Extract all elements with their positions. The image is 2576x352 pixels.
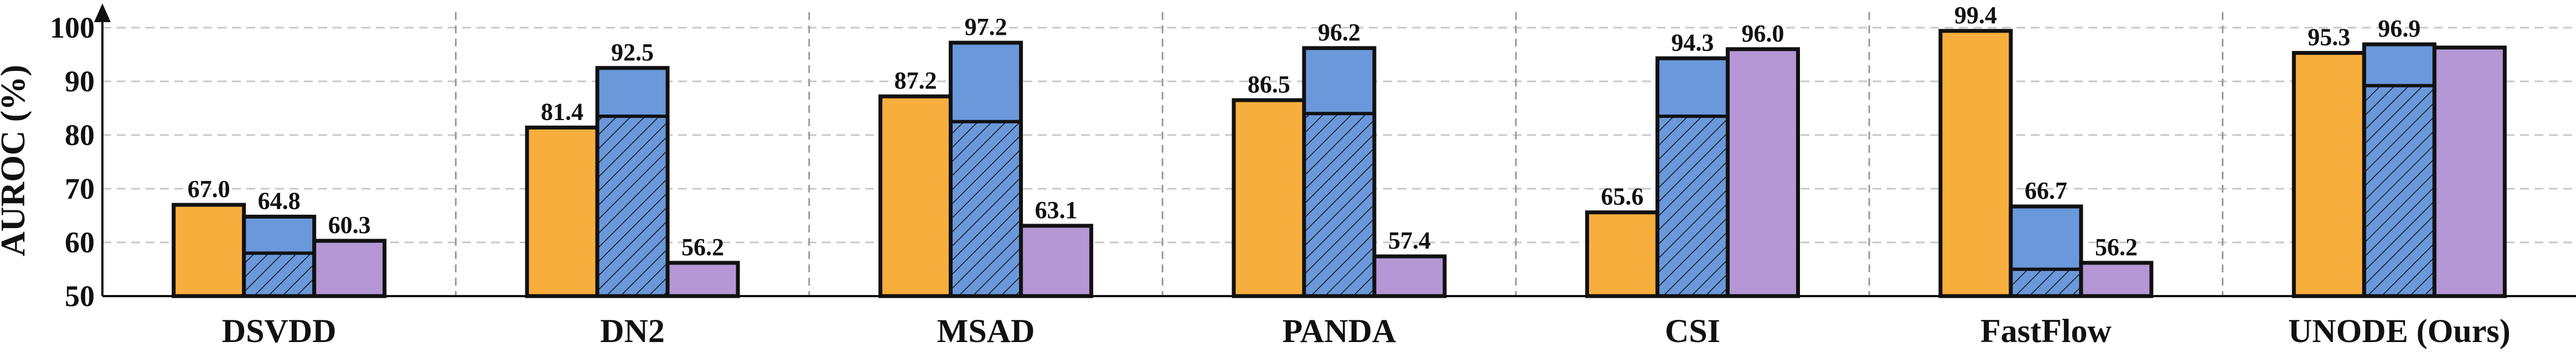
bar-value-label: 96.0 [1741,20,1784,47]
bar-value-label: 60.3 [328,211,371,239]
bar [2291,51,2366,298]
bar-value-label: 96.9 [2378,15,2420,42]
category-label: DSVDD [222,313,337,349]
bar [1725,47,1800,298]
bar-value-label: 63.1 [1035,196,1078,224]
bar [665,261,740,298]
bar [1938,29,2013,298]
bar [312,239,387,298]
y-tick-labels: 50 60 70 80 90 100 [50,11,95,313]
bar-hatched-segment [596,115,670,298]
category-label: DN2 [600,313,665,349]
bar [878,94,953,298]
bar-hatched-segment [1656,115,1730,298]
bar-value-label: 99.4 [1954,2,1997,29]
category-label: CSI [1665,313,1720,349]
category-label: UNODE (Ours) [2288,313,2511,349]
bar-value-label: 66.7 [2025,177,2067,204]
bar-value-label: 87.2 [894,67,937,94]
y-tick-label: 70 [65,172,95,205]
bar-value-label: 56.2 [681,234,724,261]
y-tick-label: 90 [65,65,95,98]
bar [172,203,246,298]
bar-value-label: 65.6 [1601,183,1643,210]
bar-value-label: 96.2 [1318,19,1361,46]
category-label: FastFlow [1980,313,2112,349]
bar [1232,98,1306,298]
category-labels: DSVDD DN2 MSAD PANDA CSI FastFlow UNODE (Ours) [222,313,2511,349]
bar [1585,210,1659,298]
y-tick-label: 50 [65,279,95,313]
y-tick-label: 80 [65,118,95,152]
bar-hatched-segment [1302,112,1376,298]
category-label: PANDA [1282,313,1396,349]
bar [2079,261,2154,298]
bar-value-label: 95.3 [2308,24,2350,51]
category-label: MSAD [937,313,1035,349]
y-axis-title: AUROC (%) [0,65,32,256]
y-tick-label: 100 [50,11,95,44]
bar-value-label: 56.2 [2095,234,2138,261]
bar-value-label: 81.4 [541,98,583,125]
group-separators [454,12,2224,296]
axes [94,3,2576,297]
bar-value-label: 94.3 [1671,29,1714,56]
bar-hatched-segment [2362,84,2437,298]
bar [1372,254,1447,298]
bar-value-label: 97.2 [965,13,1007,40]
bar-hatched-segment [949,120,1023,298]
bar [1019,224,1094,298]
bar [525,125,599,298]
bar-value-label: 67.0 [188,175,230,203]
y-tick-label: 60 [65,226,95,259]
bar-value-label: 57.4 [1388,227,1431,254]
value-labels: 67.0 64.8 60.3 81.4 92.5 56.2 87.2 97.2 63.1 86.5… [188,2,2421,261]
bar-value-label: 92.5 [611,39,654,66]
bars [172,29,2507,298]
bar [2432,45,2507,298]
bar-hatched-segment [2009,267,2083,298]
bar-value-label: 86.5 [1248,71,1290,98]
grid-lines [102,27,2576,244]
y-axis-arrow [94,3,111,22]
bar-hatched-segment [242,251,316,298]
bar-value-label: 64.8 [258,187,301,214]
